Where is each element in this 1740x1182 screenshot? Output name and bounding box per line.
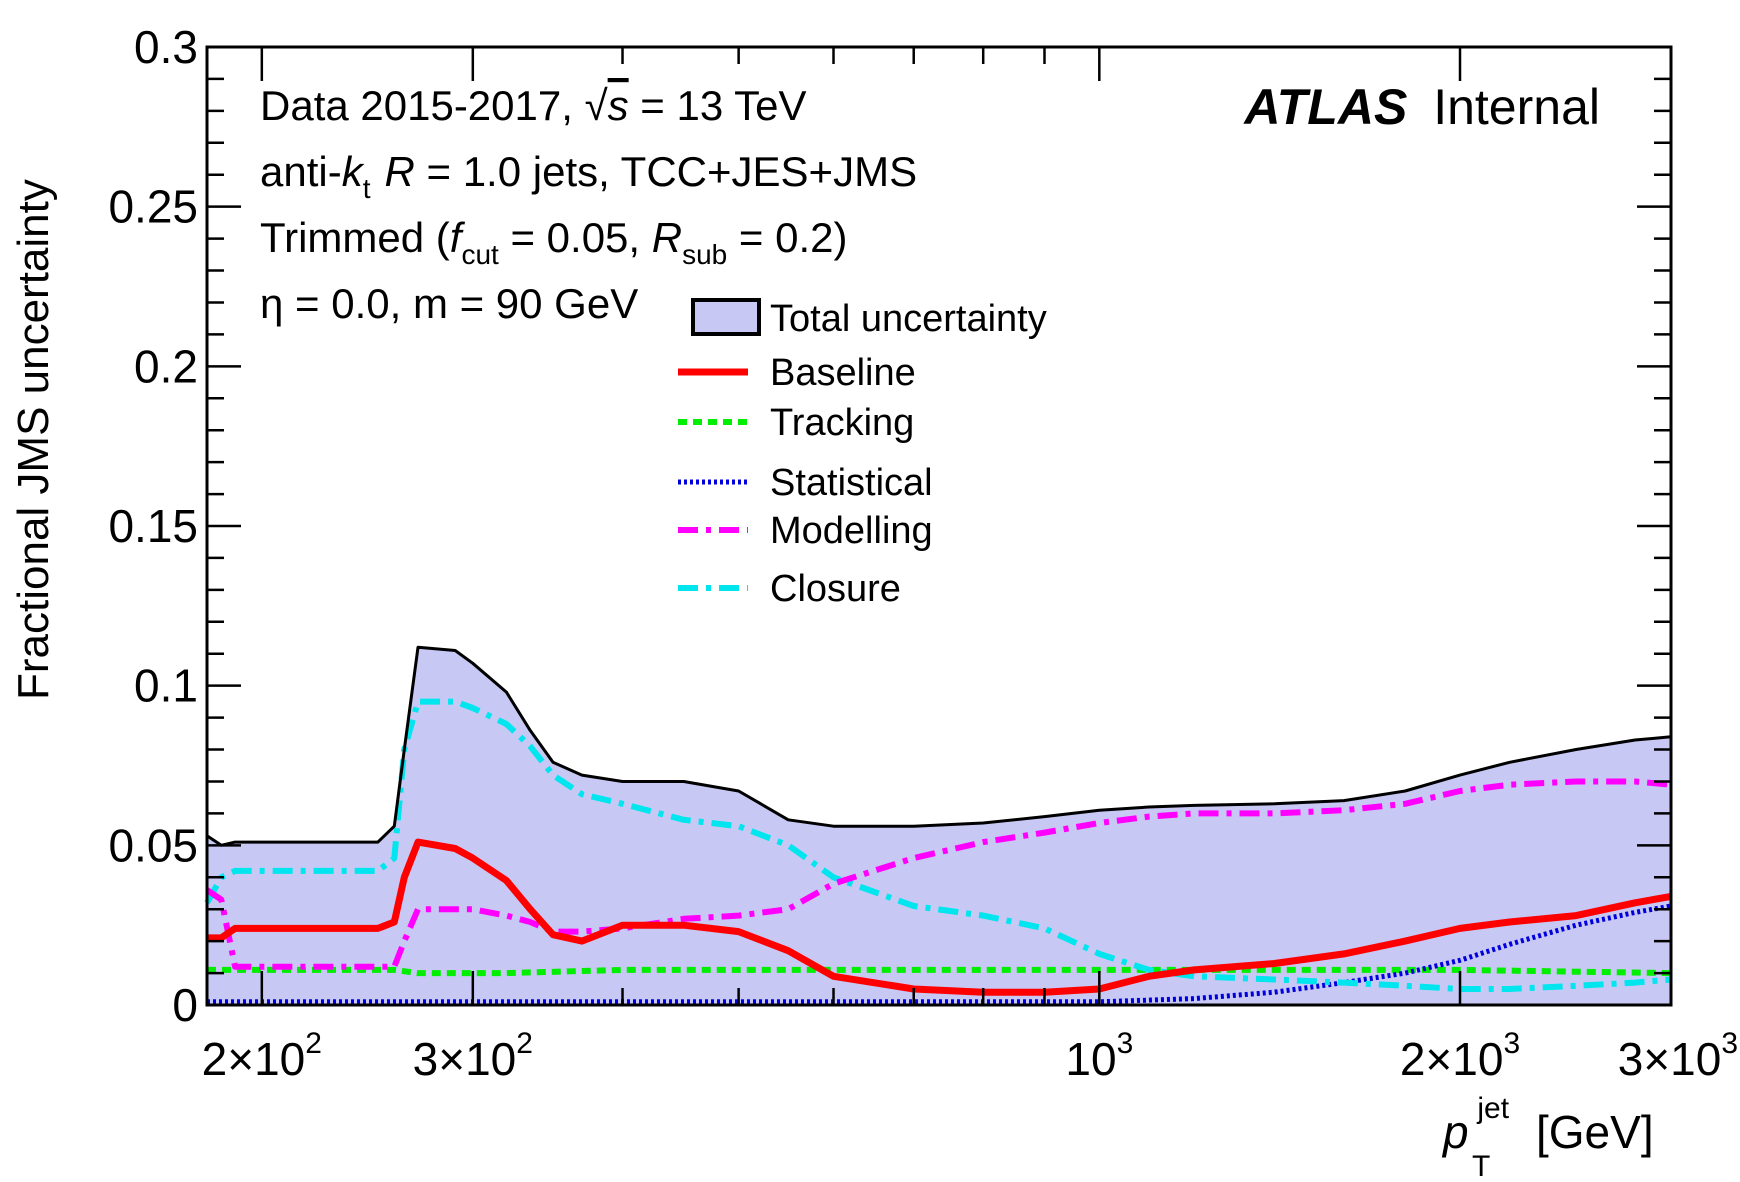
series-line-statistical [207,903,1672,1005]
series-line-modelling [205,778,1672,970]
atlas-internal: Internal [1433,79,1600,135]
sqrt-sign: √ [585,82,609,129]
info-line-3: Trimmed (fcut = 0.05, Rsub = 0.2) [260,214,848,270]
series-lines [204,645,1672,1005]
y-tick-label: 0.05 [108,819,198,871]
legend: Total uncertainty Baseline Tracking Statist… [678,298,1047,610]
legend-item-statistical: Statistical [678,462,933,504]
legend-label: Tracking [770,402,914,444]
info-line-1: Data 2015-2017, √s = 13 TeV [260,82,807,129]
x-tick-label: 3×102 [413,1027,533,1085]
y-tick-label: 0.25 [108,181,198,233]
axis-ticks [207,45,1673,1007]
legend-item-modelling: Modelling [678,510,933,552]
y-tick-labels: 0 0.05 0.1 0.15 0.2 0.25 0.3 [108,21,198,1031]
legend-item-tracking: Tracking [678,402,914,444]
legend-item-total-uncertainty: Total uncertainty [691,298,1047,340]
legend-label: Statistical [770,462,933,504]
x-axis-title-p: p [1441,1106,1469,1158]
y-tick-label: 0.2 [134,340,198,392]
info-line-4: η = 0.0, m = 90 GeV [260,280,638,327]
atlas-label: ATLAS Internal [1242,79,1600,135]
info-line-2: anti-kt R = 1.0 jets, TCC+JES+JMS [260,148,917,204]
legend-label: Total uncertainty [770,298,1047,340]
legend-label: Baseline [770,352,916,394]
x-axis-title: p jet [GeV] [1441,1076,1654,1158]
legend-item-closure: Closure [678,568,901,610]
x-tick-label: 103 [1065,1027,1133,1085]
y-tick-label: 0.1 [134,660,198,712]
series-line-total-uncertainty [206,645,1672,847]
y-tick-label: 0.3 [134,21,198,73]
y-tick-label: 0 [172,979,198,1031]
legend-item-baseline: Baseline [678,352,916,394]
y-axis-title: Fractional JMS uncertainty [9,179,58,700]
legend-label: Modelling [770,510,933,552]
x-tick-labels: 2×102 3×102 103 2×103 3×103 [202,1027,1738,1085]
atlas-bold: ATLAS [1242,79,1407,135]
x-tick-label: 3×103 [1618,1027,1738,1085]
series-line-closure [204,698,1672,992]
x-axis-title-sub: T [1472,1150,1490,1182]
x-axis-title-sup: jet [1476,1092,1509,1125]
legend-label: Closure [770,568,901,610]
y-tick-label: 0.15 [108,500,198,552]
x-tick-label: 2×102 [202,1027,322,1085]
x-axis-title-unit: [GeV] [1536,1106,1654,1158]
x-tick-label: 2×103 [1400,1027,1520,1085]
legend-swatch [691,298,761,336]
series-line-baseline [207,838,1672,996]
